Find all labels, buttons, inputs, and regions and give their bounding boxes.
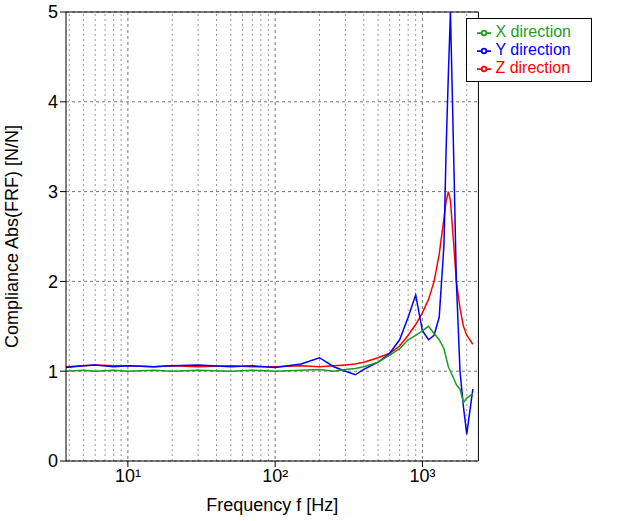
svg-text:0: 0 [48, 451, 58, 471]
svg-text:1: 1 [48, 362, 58, 382]
svg-text:10³: 10³ [409, 466, 435, 486]
html-text:X direction: X direction [495, 23, 571, 40]
svg-text:2: 2 [48, 272, 58, 292]
html-text:Z direction: Z direction [495, 59, 571, 76]
svg-text:10¹: 10¹ [115, 466, 141, 486]
svg-text:5: 5 [48, 2, 58, 22]
html-text:Y direction: Y direction [495, 41, 571, 58]
svg-text:4: 4 [48, 92, 58, 112]
svg-text:Frequency f [Hz]: Frequency f [Hz] [206, 495, 338, 515]
svg-text:Compliance Abs(FRF) [N/N]: Compliance Abs(FRF) [N/N] [2, 125, 22, 348]
svg-text:10²: 10² [262, 466, 288, 486]
svg-text:3: 3 [48, 182, 58, 202]
